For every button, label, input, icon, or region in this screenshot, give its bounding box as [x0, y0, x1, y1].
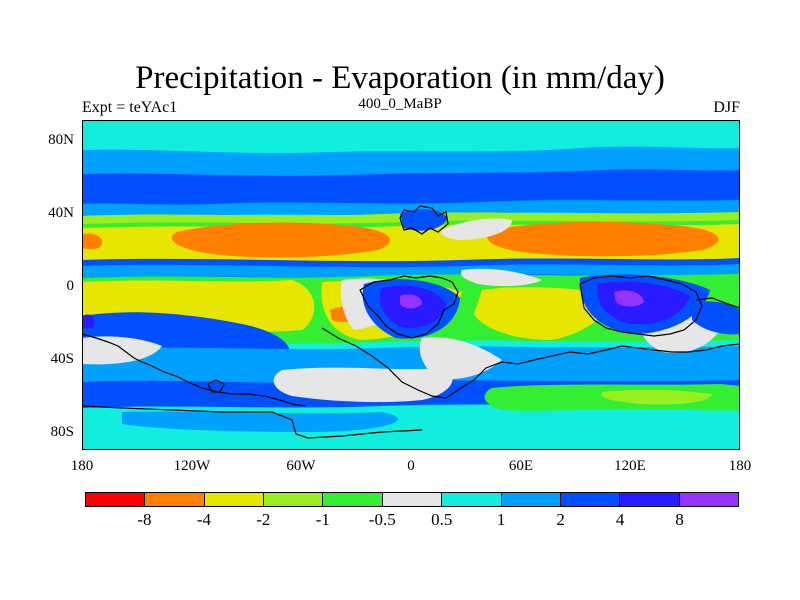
- x-tick-label: 180: [728, 458, 752, 474]
- field-north-blue: [82, 169, 740, 205]
- map-panel: [82, 120, 740, 450]
- colorbar-swatch: [442, 493, 502, 506]
- coastline-west-edge: [82, 333, 307, 407]
- colorbar-swatch: [501, 493, 561, 506]
- y-tick-label: 40N: [48, 205, 74, 221]
- time-label: 400_0_MaBP: [358, 96, 442, 112]
- colorbar-label: 2: [556, 510, 565, 529]
- field-equator-lightblue: [82, 264, 740, 278]
- field-nsubtrop-orange-e: [487, 221, 719, 257]
- colorbar-swatch: [382, 493, 443, 506]
- colorbar-swatch: [679, 493, 738, 506]
- coastline-east-block: [579, 275, 703, 337]
- coastline-south-pole-edge: [82, 405, 423, 439]
- field-wet-dateline: [82, 314, 95, 329]
- y-tick-label: 80N: [48, 132, 74, 148]
- colorbar: [85, 492, 739, 507]
- colorbar-swatch: [204, 493, 265, 506]
- colorbar-swatch: [323, 493, 383, 506]
- season-label: DJF: [713, 99, 740, 116]
- field-grey-eq: [460, 268, 542, 287]
- field-south-grey-band: [273, 367, 453, 403]
- x-tick-label: 60E: [508, 458, 534, 474]
- coastlines: [82, 205, 740, 439]
- colorbar-swatch: [560, 493, 621, 506]
- y-tick-label: 80S: [50, 424, 74, 440]
- colorbar-label: 1: [496, 510, 506, 529]
- field-wet-maritime-purple: [614, 290, 644, 307]
- colorbar-label: 8: [675, 510, 684, 529]
- coastline-east-edge: [695, 297, 740, 309]
- colorbar-label: -4: [196, 510, 211, 529]
- experiment-label: Expt = teYAc1: [82, 99, 178, 116]
- colorbar-label: 4: [615, 510, 625, 529]
- colorbar-label: -0.5: [368, 510, 396, 529]
- field-wet-sw-blue: [692, 301, 740, 335]
- colorbar-label: -8: [137, 510, 152, 529]
- colorbar-swatch: [620, 493, 680, 506]
- colorbar-swatch: [264, 493, 324, 506]
- x-tick-label: 60W: [286, 458, 316, 474]
- field-wet-n-core: [400, 209, 448, 231]
- coastline-africa-west: [359, 275, 459, 339]
- x-tick-label: 180: [70, 458, 94, 474]
- x-tick-label: 120E: [614, 458, 646, 474]
- colorbar-label: -1: [315, 510, 330, 529]
- field-south-lightgreen: [601, 389, 712, 405]
- colorbar-label: 0.5: [431, 510, 453, 529]
- y-tick-label: 40S: [50, 351, 74, 367]
- x-tick-label: 0: [407, 458, 415, 474]
- coastline-small-islands: [207, 379, 225, 393]
- field-grey-tropics-c: [419, 337, 502, 380]
- plot-title: Precipitation - Evaporation (in mm/day): [135, 60, 665, 96]
- x-tick-label: 120W: [173, 458, 211, 474]
- coastline-gondwana-south: [321, 327, 740, 399]
- field-wet-africa-purple: [400, 294, 422, 309]
- colorbar-label: -2: [256, 510, 271, 529]
- colorbar-swatch: [145, 493, 205, 506]
- field-south-lightblue-pole: [122, 411, 398, 432]
- field-south-lightblue: [82, 346, 740, 384]
- field-grey-west: [82, 336, 162, 365]
- field-grey-nh: [440, 218, 512, 240]
- field-nsubtrop-orange-w: [171, 222, 391, 258]
- coastline-north: [399, 205, 449, 235]
- field-nsubtrop-orange-edge: [82, 233, 103, 250]
- colorbar-swatch: [86, 493, 146, 506]
- y-tick-label: 0: [66, 278, 75, 294]
